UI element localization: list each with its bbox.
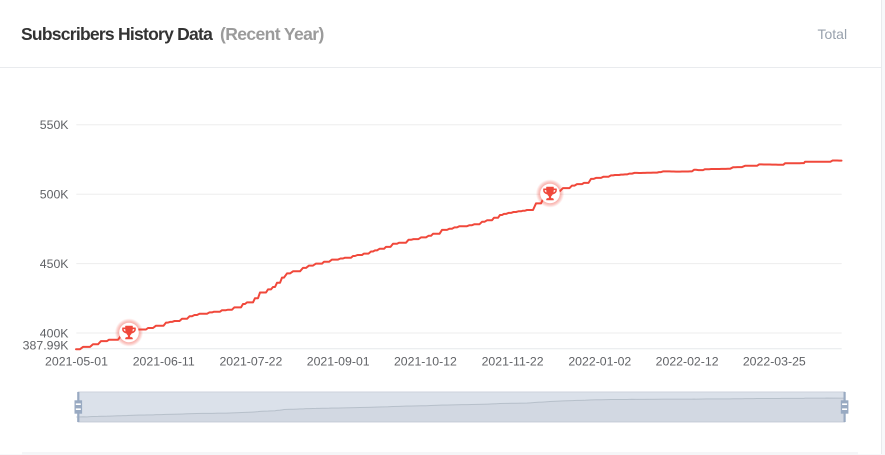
svg-text:400K: 400K — [40, 326, 70, 340]
svg-text:2021-07-22: 2021-07-22 — [219, 355, 282, 369]
svg-text:500K: 500K — [40, 188, 70, 202]
svg-text:387.99K: 387.99K — [23, 339, 70, 353]
svg-text:2022-01-02: 2022-01-02 — [568, 355, 631, 369]
svg-text:2021-06-11: 2021-06-11 — [133, 355, 195, 369]
svg-text:2021-10-12: 2021-10-12 — [394, 355, 457, 369]
svg-text:2021-09-01: 2021-09-01 — [307, 355, 370, 369]
svg-text:2021-11-22: 2021-11-22 — [482, 355, 544, 369]
svg-text:450K: 450K — [40, 257, 70, 271]
svg-text:2022-03-25: 2022-03-25 — [743, 355, 806, 369]
svg-text:2021-05-01: 2021-05-01 — [45, 355, 108, 369]
svg-text:550K: 550K — [40, 118, 70, 132]
svg-text:2022-02-12: 2022-02-12 — [656, 355, 719, 369]
